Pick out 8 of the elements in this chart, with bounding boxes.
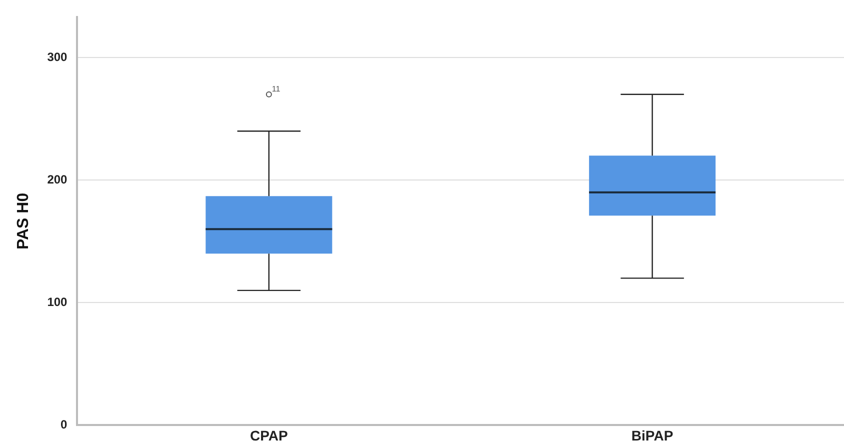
- y-tick-label: 300: [47, 50, 68, 64]
- y-tick-label: 200: [47, 172, 68, 186]
- y-tick-label: 0: [60, 418, 68, 432]
- y-tick-label: 100: [47, 294, 68, 309]
- annotation: 11: [272, 84, 281, 94]
- x-tick-label: BiPAP: [631, 427, 674, 444]
- x-tick-label: CPAP: [250, 427, 288, 444]
- y-axis-title: PAS H0: [15, 192, 32, 250]
